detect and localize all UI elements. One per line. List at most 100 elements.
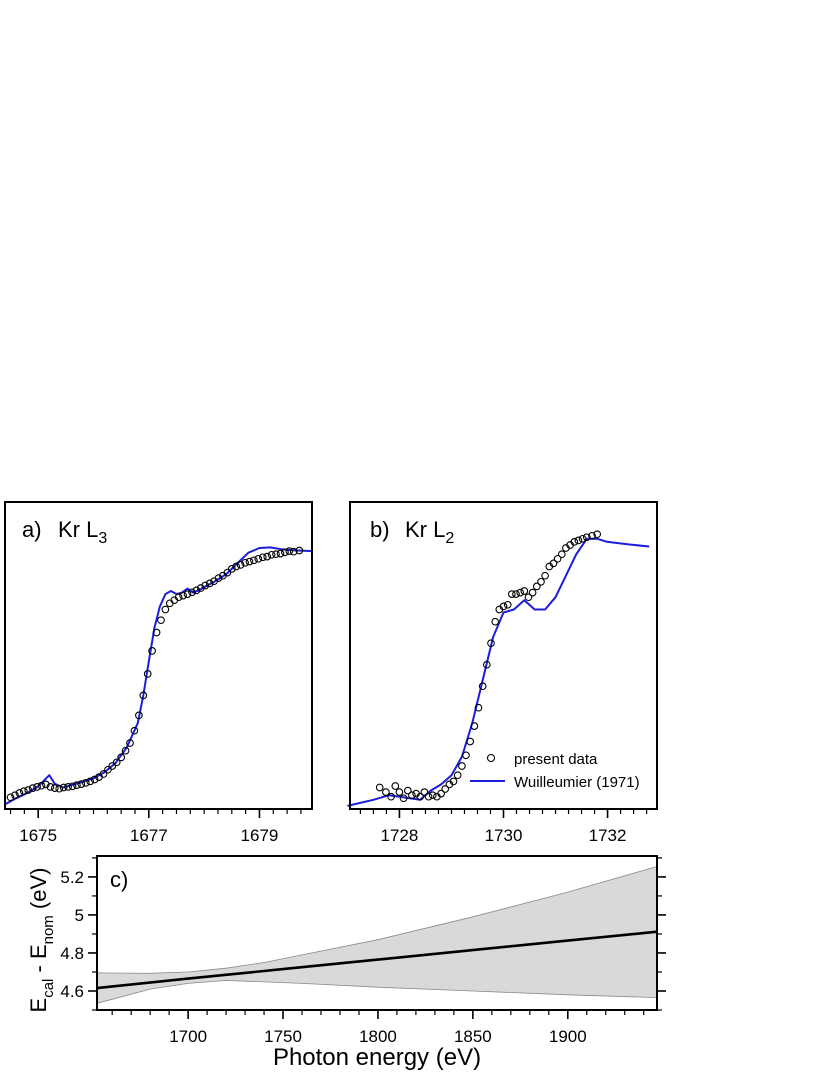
panel-b: 1728 1730 1732 b) Kr L2 present data Wuill… [347,501,658,845]
panel-b-data-point [582,533,591,542]
panel-a-data-point [86,777,95,786]
panel-a-data-point [81,779,90,787]
panel-b-data-point [382,788,390,796]
panel-b-data-point [416,792,425,801]
panel-b-data-point [403,786,412,795]
panel-a-data-point [130,726,139,735]
panel-b-data-point [528,588,537,597]
panel-b-data-point [478,682,487,691]
panel-b-data-point [375,783,384,792]
panel-a-data-point [112,758,121,767]
panel-a-data-point [179,591,187,600]
panel-b-data-point [470,722,479,730]
panel-b-data-point [453,771,462,780]
legend-marker-present-data [486,753,496,763]
panel-b-data-point [578,534,587,543]
panel-a-data-point [157,616,165,625]
x-axis-title: Photon energy (eV) [273,1044,481,1071]
panel-b-data-point [387,792,395,801]
panel-b-data-point [570,538,579,546]
panel-a-data-point [263,552,272,561]
x-tick-label: 1750 [264,1027,302,1046]
panel-b-data-point [424,792,433,801]
panel-a-data-point [46,783,55,791]
x-tick-label: 1700 [169,1027,207,1046]
panel-a-data-point [272,550,280,559]
panel-a-data-point [227,565,236,573]
panel-b-data-point [574,536,583,545]
panel-a-data-point [152,628,161,637]
panel-a-data-point [77,780,86,788]
panel-a-data-point [108,762,117,770]
panel-b-data-point [499,602,508,611]
panel-c-series-line-0 [96,930,658,990]
panel-a-data-point [289,547,298,556]
panel-a-data-point [55,784,64,793]
panel-b-data-point [541,571,549,580]
x-tick-label: 1850 [454,1027,492,1046]
panel-b-frame [349,501,658,810]
panel-b-data-point [395,788,404,796]
panel-a-data-point [223,568,232,577]
y-axis-title: Ecal - Enom (eV) [26,868,57,1013]
panel-a-data-point [68,782,77,791]
panel-b-data-point [520,587,529,595]
panel-c: 1700 1750 1800 1850 1900 4.6 4.8 5 5.2 c) Photon… [26,855,666,1071]
panel-a-data-point [6,793,15,802]
panel-a-data-point [245,557,254,566]
panel-a-data-point [59,783,68,792]
panel-a-data-point [258,553,267,562]
y-tick-label: 4.6 [60,982,84,1001]
panel-a-data-point [267,550,276,559]
panel-a-data-point [104,765,112,774]
legend-label-present-data: present data [514,751,598,768]
legend: present data Wuilleumier (1971) [470,751,640,791]
panel-b-data-point [482,660,491,669]
panel-a-data-point [161,605,170,614]
panel-a-data-point [135,711,143,720]
panel-a-data-point [50,784,59,792]
panel-a-data-point [188,588,196,597]
panel-b-data-point [437,789,445,798]
panel-a-data-point [73,781,81,789]
panel-b-data-point [474,703,483,712]
panel-a-data-point [241,558,249,567]
panel-b-data-point [532,582,541,591]
panel-a-data-point [37,781,46,790]
panel-b-data-point [516,588,525,597]
panel-a-data-point [285,547,294,555]
panel-a: 1675 1677 1679 a) Kr L3 [4,501,313,845]
x-tick-label: 1800 [359,1027,397,1046]
panel-b-data-point [441,785,450,793]
x-tick-label: 1728 [381,826,419,845]
panel-b-data-point [462,751,470,760]
panel-b-label: b) [370,517,390,542]
panel-a-data-point [126,739,134,747]
panel-a-data-point [214,574,223,582]
x-tick-label: 1732 [589,826,627,845]
panel-b-data-point [391,782,400,790]
x-tick-label: 1679 [241,826,279,845]
panel-a-data-point [143,670,152,678]
panel-a-data-point [148,647,156,655]
panel-b-data-point [449,777,458,786]
panel-a-data-point [232,562,241,571]
y-tick-label: 5.2 [60,868,84,887]
panel-a-data-point [276,549,285,558]
panel-b-data-point [399,794,408,803]
panel-a-data-point [121,746,130,755]
y-tick-label: 5 [75,906,84,925]
x-tick-label: 1675 [19,826,57,845]
panel-a-data-point [33,783,41,791]
panel-a-data-point [201,581,210,590]
panel-a-title: Kr L3 [58,517,107,547]
panel-a-data-point [64,783,72,791]
panel-b-data-point [503,600,512,609]
panel-a-label: a) [22,517,42,542]
panel-b-data-point [557,550,566,559]
panel-a-data-point [11,791,19,800]
panel-a-data-point [90,775,99,784]
panel-b-data-point [537,577,545,586]
panel-b-data-point [512,590,520,598]
